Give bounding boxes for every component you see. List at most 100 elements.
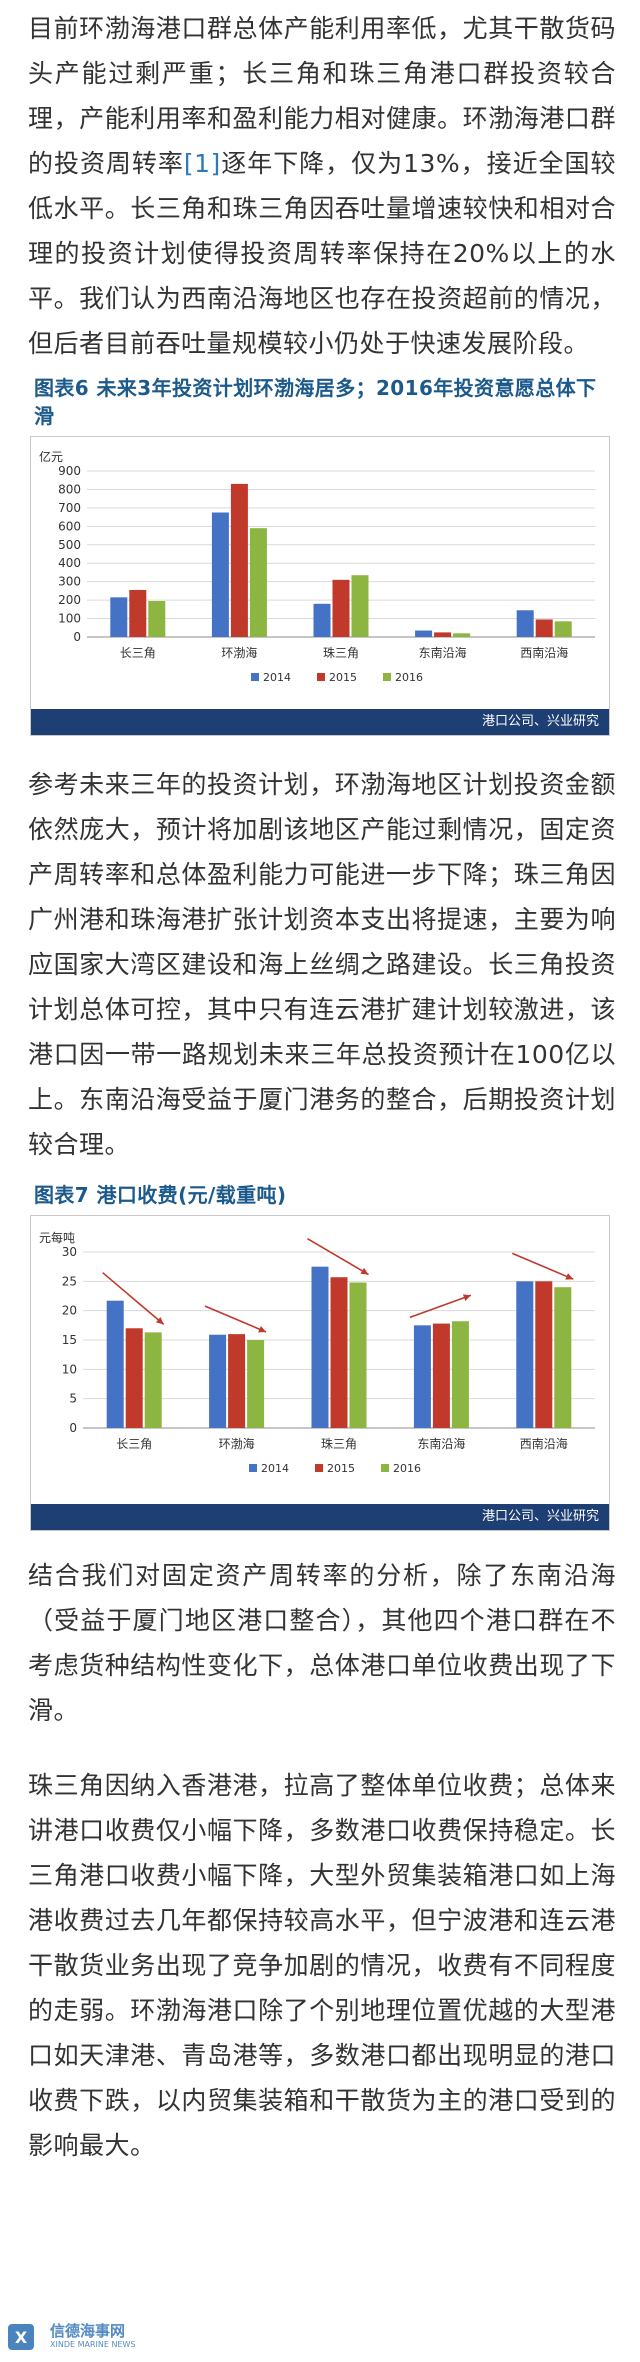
y-axis-label: 亿元 <box>39 449 63 464</box>
watermark-sub: XINDE MARINE NEWS <box>50 2340 136 2349</box>
bar-2016-0 <box>148 601 166 637</box>
legend-label: 2016 <box>393 1462 421 1475</box>
y-tick-label: 300 <box>58 575 81 589</box>
y-tick-label: 0 <box>69 1421 77 1435</box>
bar-2015-3 <box>432 1323 450 1428</box>
bar-2016-4 <box>554 1287 572 1428</box>
bar-2015-2 <box>330 1277 348 1428</box>
y-tick-label: 200 <box>58 593 81 607</box>
legend-swatch <box>315 1464 323 1472</box>
trend-arrow-head <box>360 1267 369 1275</box>
figure-6-source: 港口公司、兴业研究 <box>31 709 609 735</box>
bar-2014-2 <box>313 603 331 637</box>
bar-2014-1 <box>211 512 229 637</box>
bar-2016-3 <box>451 1321 469 1428</box>
y-tick-label: 400 <box>58 556 81 570</box>
bar-2014-4 <box>516 1281 534 1428</box>
bar-2015-0 <box>129 589 147 637</box>
x-tick-label: 东南沿海 <box>419 645 467 660</box>
figure-6-chart: 亿元 0 100 200 300 400 500 600 700 800 900 长三角 环渤海 珠三角 东… <box>30 436 610 736</box>
y-tick-label: 900 <box>58 464 81 478</box>
bar-2015-2 <box>332 579 350 637</box>
trend-arrow-head <box>155 1317 164 1325</box>
bar-2014-0 <box>106 1300 124 1428</box>
footnote-ref-link[interactable]: [1] <box>183 149 221 178</box>
x-tick-label: 西南沿海 <box>520 645 568 660</box>
bar-2015-4 <box>535 619 553 637</box>
trend-arrow <box>409 1294 472 1319</box>
y-axis-label: 元每吨 <box>39 1230 75 1245</box>
paragraph-3: 结合我们对固定资产周转率的分析，除了东南沿海（受益于厦门地区港口整合），其他四个… <box>28 1561 616 1725</box>
legend-swatch <box>251 673 259 681</box>
paragraph-1-text-b: 逐年下降，仅为13%，接近全国较低水平。长三角和珠三角因吞吐量增速较快和相对合理… <box>28 149 616 358</box>
x-tick-label: 环渤海 <box>221 645 257 660</box>
y-tick-label: 10 <box>62 1362 77 1376</box>
x-tick-label: 西南沿海 <box>520 1436 568 1451</box>
y-tick-label: 30 <box>62 1245 77 1259</box>
bar-2014-2 <box>311 1266 329 1428</box>
trend-arrow <box>307 1237 369 1276</box>
trend-arrow-head <box>462 1294 471 1301</box>
paragraph-1: 目前环渤海港口群总体产能利用率低，尤其干散货码头产能过剩严重；长三角和珠三角港口… <box>0 6 640 366</box>
figure-6-title: 图表6 未来3年投资计划环渤海居多；2016年投资意愿总体下滑 <box>34 376 597 428</box>
trend-arrow <box>511 1252 574 1280</box>
figure-7-source: 港口公司、兴业研究 <box>31 1504 609 1530</box>
legend-label: 2015 <box>327 1462 355 1475</box>
legend-swatch <box>249 1464 257 1472</box>
bar-2016-2 <box>351 575 369 637</box>
x-tick-label: 长三角 <box>116 1437 152 1451</box>
legend-swatch <box>317 673 325 681</box>
watermark-brand: 信德海事网 <box>50 2322 126 2340</box>
trend-arrow-head <box>565 1273 574 1280</box>
trend-arrow-head <box>258 1325 267 1333</box>
figure-7-title: 图表7 港口收费(元/载重吨) <box>34 1183 287 1207</box>
bar-2016-1 <box>249 528 267 637</box>
brand-mark-icon: X <box>8 2324 34 2350</box>
x-tick-label: 珠三角 <box>323 646 359 660</box>
y-tick-label: 100 <box>58 612 81 626</box>
legend-label: 2015 <box>329 671 357 684</box>
y-tick-label: 0 <box>73 630 81 644</box>
legend-label: 2014 <box>263 671 291 684</box>
bar-2015-4 <box>535 1281 553 1428</box>
bar-2015-0 <box>125 1328 143 1428</box>
trend-arrow <box>102 1272 165 1325</box>
bar-2014-4 <box>516 610 534 637</box>
figure-7-chart: 元每吨 0 5 10 15 20 25 30 长三角 环渤海 珠三角 东南沿海 西南沿海 2014 2015… <box>30 1215 610 1531</box>
bar-2014-3 <box>415 630 433 637</box>
y-tick-label: 25 <box>62 1274 77 1288</box>
legend-label: 2016 <box>395 671 423 684</box>
y-tick-label: 600 <box>58 519 81 533</box>
bar-2016-4 <box>554 621 572 637</box>
x-tick-label: 东南沿海 <box>417 1436 465 1451</box>
bar-2015-3 <box>434 632 452 637</box>
y-tick-label: 800 <box>58 482 81 496</box>
legend-swatch <box>381 1464 389 1472</box>
bar-2016-2 <box>349 1282 367 1428</box>
watermark-logo: X 信德海事网 XINDE MARINE NEWS <box>6 2318 186 2358</box>
bar-2016-1 <box>247 1340 265 1428</box>
x-tick-label: 珠三角 <box>321 1437 357 1451</box>
figure-6-svg: 亿元 0 100 200 300 400 500 600 700 800 900 长三角 环渤海 珠三角 东… <box>39 449 595 684</box>
bar-2016-0 <box>144 1332 162 1428</box>
legend-label: 2014 <box>261 1462 289 1475</box>
bar-2014-1 <box>209 1334 227 1428</box>
y-tick-label: 700 <box>58 501 81 515</box>
x-tick-label: 长三角 <box>120 646 156 660</box>
svg-text:X: X <box>15 2328 28 2347</box>
bar-2016-3 <box>453 633 471 637</box>
bar-2015-1 <box>230 483 248 637</box>
figure-7-svg: 元每吨 0 5 10 15 20 25 30 长三角 环渤海 珠三角 东南沿海 西南沿海 2014 2015… <box>39 1230 595 1475</box>
y-tick-label: 20 <box>62 1304 77 1318</box>
y-tick-label: 15 <box>62 1333 77 1347</box>
y-tick-label: 5 <box>69 1392 77 1406</box>
legend-swatch <box>383 673 391 681</box>
trend-arrow <box>204 1305 267 1333</box>
bar-2014-3 <box>413 1325 431 1428</box>
x-tick-label: 环渤海 <box>219 1436 255 1451</box>
paragraph-1-text-a: 目前环渤海港口群总体产能利用率低，尤其干散货码头产能过剩严重；长三角和珠三角港口… <box>28 14 616 178</box>
bar-2014-0 <box>110 597 128 637</box>
y-tick-label: 500 <box>58 538 81 552</box>
paragraph-2: 参考未来三年的投资计划，环渤海地区计划投资金额依然庞大，预计将加剧该地区产能过剩… <box>28 770 616 1159</box>
bar-2015-1 <box>228 1334 246 1428</box>
